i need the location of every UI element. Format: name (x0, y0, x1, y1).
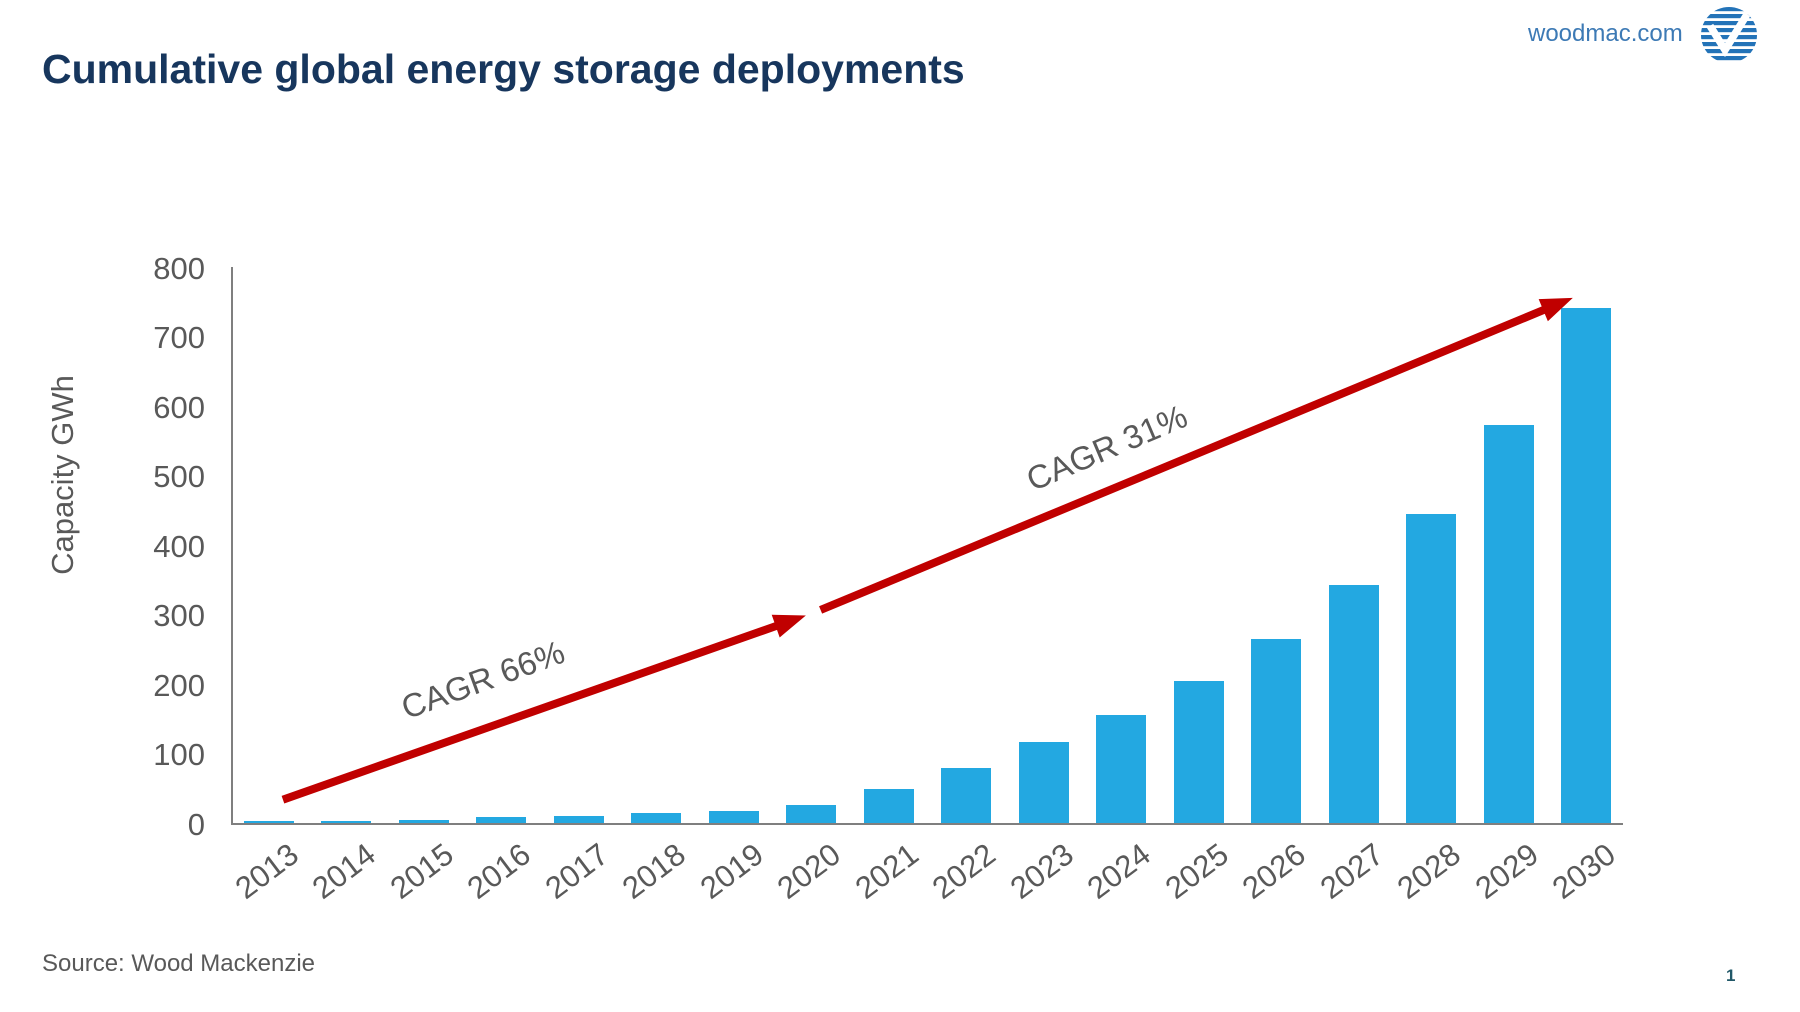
x-tick-label: 2016 (461, 836, 538, 906)
bar-2025 (1173, 680, 1224, 823)
bar-2030 (1560, 308, 1611, 823)
page-number: 1 (1726, 966, 1736, 985)
y-axis-line (231, 267, 233, 825)
cagr-label-1: CAGR 66% (396, 633, 570, 727)
y-tick-label: 200 (153, 667, 205, 703)
source-note: Source: Wood Mackenzie (42, 950, 316, 977)
x-tick-label: 2021 (848, 836, 925, 906)
x-tick-label: 2015 (383, 836, 460, 906)
y-tick-label: 800 (153, 250, 205, 286)
x-tick-label: 2023 (1003, 836, 1080, 906)
y-tick-label: 300 (153, 598, 205, 633)
x-tick-label: 2022 (925, 836, 1003, 906)
x-tick-label: 2026 (1235, 836, 1312, 906)
x-tick-label: 2027 (1313, 836, 1390, 906)
bar-2019 (708, 811, 759, 823)
bar-2029 (1483, 425, 1534, 823)
bar-2017 (553, 816, 604, 823)
x-axis-line (231, 823, 1623, 825)
bar-2026 (1251, 638, 1302, 823)
x-tick-label: 2014 (306, 836, 383, 906)
bar-2014 (321, 820, 372, 823)
bar-2013 (244, 821, 294, 823)
y-axis-title: Capacity GWh (45, 375, 80, 575)
y-tick-label: 700 (153, 320, 205, 355)
x-tick-label: 2020 (770, 836, 848, 906)
cagr-66-arrow-head (771, 614, 806, 638)
bar-2028 (1406, 513, 1457, 823)
y-tick-label: 500 (153, 459, 205, 494)
y-tick-label: 400 (153, 528, 205, 564)
bar-2021 (863, 788, 914, 823)
bar-2020 (786, 804, 837, 823)
website-text: woodmac.com (1528, 20, 1683, 47)
x-tick-label: 2019 (693, 836, 770, 906)
bar-2023 (1018, 741, 1069, 823)
bar-2022 (941, 768, 992, 823)
bar-2027 (1328, 584, 1379, 823)
y-tick-label: 100 (153, 737, 205, 772)
x-tick-label: 2013 (228, 836, 305, 906)
chart-title: Cumulative global energy storage deploym… (42, 46, 965, 92)
x-tick-label: 2024 (1080, 836, 1158, 906)
wood-mackenzie-logo (1701, 7, 1757, 63)
x-tick-label: 2025 (1158, 836, 1235, 906)
y-tick-label: 600 (153, 389, 205, 425)
cagr-label-2: CAGR 31% (1021, 397, 1193, 498)
x-tick-label: 2028 (1390, 836, 1467, 906)
bar-2015 (398, 819, 449, 823)
x-tick-label: 2017 (538, 836, 615, 906)
bar-2024 (1096, 714, 1147, 823)
x-tick-label: 2030 (1545, 836, 1622, 906)
bar-2018 (631, 813, 682, 823)
x-tick-label: 2018 (616, 836, 693, 906)
y-tick-label: 0 (187, 806, 205, 842)
x-tick-label: 2029 (1468, 836, 1545, 906)
bar-2016 (476, 817, 527, 823)
